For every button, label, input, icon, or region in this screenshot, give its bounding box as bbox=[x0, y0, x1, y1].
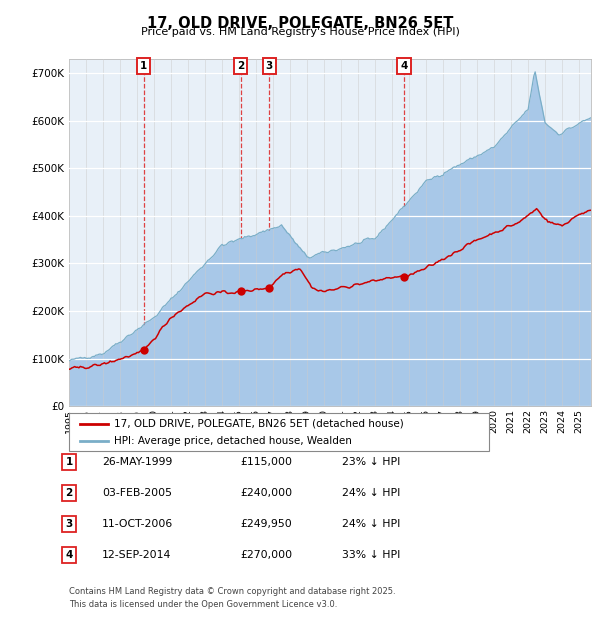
Text: 24% ↓ HPI: 24% ↓ HPI bbox=[342, 519, 400, 529]
Text: 33% ↓ HPI: 33% ↓ HPI bbox=[342, 550, 400, 560]
Text: 12-SEP-2014: 12-SEP-2014 bbox=[102, 550, 172, 560]
Text: £115,000: £115,000 bbox=[240, 457, 292, 467]
Text: 3: 3 bbox=[266, 61, 273, 71]
Text: 4: 4 bbox=[65, 550, 73, 560]
Text: £240,000: £240,000 bbox=[240, 488, 292, 498]
Text: 1: 1 bbox=[65, 457, 73, 467]
Text: 23% ↓ HPI: 23% ↓ HPI bbox=[342, 457, 400, 467]
Text: £249,950: £249,950 bbox=[240, 519, 292, 529]
Text: 17, OLD DRIVE, POLEGATE, BN26 5ET (detached house): 17, OLD DRIVE, POLEGATE, BN26 5ET (detac… bbox=[114, 418, 404, 428]
Text: 11-OCT-2006: 11-OCT-2006 bbox=[102, 519, 173, 529]
Text: Price paid vs. HM Land Registry's House Price Index (HPI): Price paid vs. HM Land Registry's House … bbox=[140, 27, 460, 37]
Text: £270,000: £270,000 bbox=[240, 550, 292, 560]
Text: 1: 1 bbox=[140, 61, 148, 71]
Text: 4: 4 bbox=[400, 61, 407, 71]
Text: 03-FEB-2005: 03-FEB-2005 bbox=[102, 488, 172, 498]
Text: 2: 2 bbox=[237, 61, 244, 71]
Text: This data is licensed under the Open Government Licence v3.0.: This data is licensed under the Open Gov… bbox=[69, 600, 337, 609]
Text: 24% ↓ HPI: 24% ↓ HPI bbox=[342, 488, 400, 498]
Text: HPI: Average price, detached house, Wealden: HPI: Average price, detached house, Weal… bbox=[114, 436, 352, 446]
Text: 3: 3 bbox=[65, 519, 73, 529]
Text: 26-MAY-1999: 26-MAY-1999 bbox=[102, 457, 172, 467]
Text: 17, OLD DRIVE, POLEGATE, BN26 5ET: 17, OLD DRIVE, POLEGATE, BN26 5ET bbox=[147, 16, 453, 30]
Text: Contains HM Land Registry data © Crown copyright and database right 2025.: Contains HM Land Registry data © Crown c… bbox=[69, 587, 395, 596]
Text: 2: 2 bbox=[65, 488, 73, 498]
